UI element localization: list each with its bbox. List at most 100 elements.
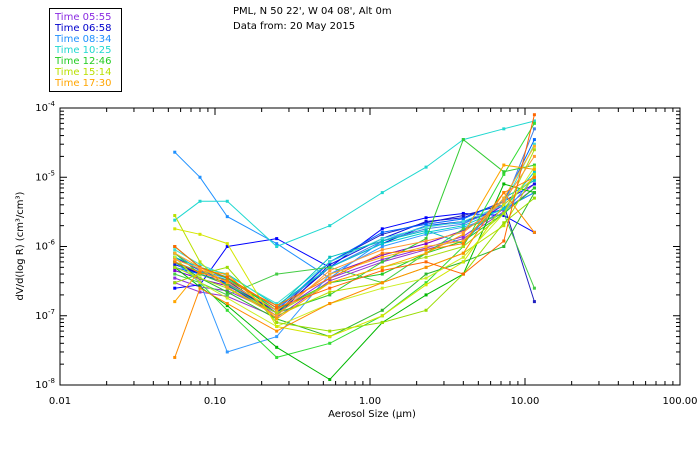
x-tick-label: 0.10: [204, 396, 226, 407]
data-point: [275, 345, 279, 349]
data-point: [424, 255, 428, 259]
data-point: [328, 255, 332, 259]
data-point: [380, 269, 384, 273]
data-point: [275, 355, 279, 359]
data-point: [380, 272, 384, 276]
data-point: [328, 265, 332, 269]
data-point: [532, 144, 536, 148]
data-point: [225, 274, 229, 278]
legend-entry: Time 12:46: [55, 56, 112, 67]
data-point: [380, 245, 384, 248]
data-point: [198, 283, 202, 287]
data-point: [173, 269, 177, 273]
data-point: [198, 271, 202, 275]
plot-frame: [59, 107, 681, 386]
data-point: [328, 290, 332, 294]
data-point: [424, 239, 428, 243]
data-point: [380, 253, 384, 257]
data-point: [198, 267, 202, 271]
data-point: [225, 304, 229, 308]
data-point: [461, 217, 465, 221]
data-point: [461, 272, 465, 276]
legend-entry: Time 05:55: [55, 12, 112, 23]
data-point: [173, 286, 177, 290]
data-point: [328, 329, 332, 333]
data-point: [380, 320, 384, 324]
data-point: [532, 167, 536, 171]
data-point: [225, 350, 229, 354]
data-point: [532, 121, 536, 125]
series-path: [174, 176, 535, 307]
data-point: [225, 293, 229, 297]
y-tick-label: 10-6: [35, 239, 55, 253]
data-point: [173, 214, 177, 218]
data-point: [198, 199, 202, 203]
series-line: [173, 175, 536, 308]
legend-entry: Time 10:25: [55, 45, 112, 56]
data-point: [461, 245, 465, 248]
legend-entry: Time 17:30: [55, 78, 112, 89]
data-point: [461, 255, 465, 259]
data-point: [502, 170, 506, 174]
data-point: [461, 230, 465, 234]
data-point: [225, 290, 229, 294]
data-point: [173, 255, 177, 259]
data-point: [532, 286, 536, 290]
data-point: [424, 222, 428, 226]
data-point: [173, 355, 177, 359]
y-tick-label: 10-5: [35, 169, 55, 183]
data-point: [225, 242, 229, 246]
data-point: [173, 281, 177, 285]
data-point: [380, 237, 384, 241]
data-point: [328, 224, 332, 228]
data-point: [502, 221, 506, 225]
data-point: [502, 196, 506, 200]
data-point: [198, 262, 202, 266]
series-path: [174, 114, 535, 309]
data-point: [532, 113, 536, 117]
series-path: [174, 128, 535, 309]
data-point: [380, 281, 384, 285]
data-point: [328, 341, 332, 345]
data-point: [275, 242, 279, 246]
data-point: [173, 260, 177, 264]
data-point: [461, 242, 465, 246]
data-point: [225, 302, 229, 306]
data-point: [328, 262, 332, 266]
series-path: [174, 176, 535, 338]
data-point: [328, 286, 332, 290]
data-point: [173, 272, 177, 276]
x-tick-label: 100.00: [663, 396, 698, 407]
data-point: [173, 265, 177, 269]
series-path: [174, 120, 535, 248]
data-point: [424, 225, 428, 229]
x-tick-label: 0.01: [49, 396, 71, 407]
data-point: [275, 272, 279, 276]
data-point: [225, 285, 229, 289]
data-point: [198, 269, 202, 273]
data-point: [424, 251, 428, 255]
data-point: [328, 272, 332, 276]
data-point: [275, 237, 279, 241]
data-point: [461, 239, 465, 243]
data-point: [275, 302, 279, 306]
data-point: [380, 265, 384, 269]
series-path: [174, 143, 535, 305]
data-point: [424, 281, 428, 285]
data-point: [173, 276, 177, 280]
data-point: [380, 230, 384, 234]
data-point: [502, 224, 506, 228]
data-point: [532, 163, 536, 167]
data-point: [198, 276, 202, 280]
data-point: [532, 182, 536, 186]
data-point: [275, 311, 279, 315]
data-point: [532, 230, 536, 234]
data-point: [532, 170, 536, 174]
data-point: [461, 229, 465, 233]
data-point: [424, 265, 428, 269]
data-point: [424, 230, 428, 234]
data-point: [225, 199, 229, 203]
data-point: [380, 239, 384, 243]
data-point: [380, 251, 384, 255]
series-path: [174, 151, 535, 279]
